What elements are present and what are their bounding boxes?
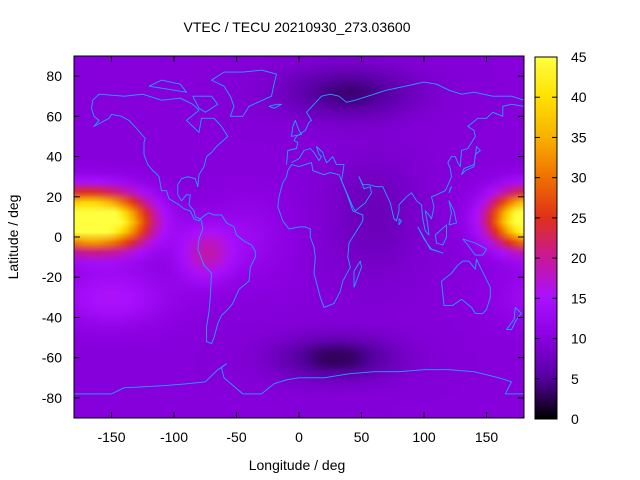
colorbar-tick-label: 40 [571,89,587,105]
coastline-17 [353,260,362,288]
x-axis-label: Longitude / deg [249,457,346,473]
coastline-4 [291,146,345,181]
coastline-19 [448,186,452,193]
y-tick-label: 60 [46,108,62,124]
colorbar-tick-label: 10 [571,331,587,347]
y-axis: -80 -60 -40 -20 0 20 40 60 80 [42,68,524,406]
coastline-0 [91,93,229,222]
coastline-21 [448,200,457,226]
colorbar-gradient [535,57,557,419]
y-tick-label: -40 [42,309,62,325]
x-tick-label: 100 [412,429,436,445]
coastline-12 [461,146,481,176]
coastlines [74,69,525,395]
vtec-heatmap [74,56,524,418]
y-tick-label: 40 [46,149,62,165]
coastline-6 [441,258,491,314]
x-tick-label: -100 [160,429,188,445]
x-tick-label: 50 [354,429,370,445]
colorbar-tick-label: 20 [571,250,587,266]
coastline-10 [148,79,187,93]
coastline-13 [417,226,444,254]
colorbar-tick-label: 5 [571,371,579,387]
colorbar-tick-label: 45 [571,49,587,65]
y-tick-label: -60 [42,350,62,366]
coastline-20 [398,218,402,226]
x-tick-label: 0 [295,429,303,445]
coastline-11 [291,119,302,137]
coastline-1 [197,212,256,345]
coastline-15 [462,238,487,256]
colorbar-tick-label: 35 [571,129,587,145]
coastline-18 [268,103,282,109]
coastline-16 [506,306,522,330]
coastline-5 [341,103,525,236]
y-tick-label: -80 [42,390,62,406]
coastline-3 [286,81,525,165]
y-tick-label: -20 [42,269,62,285]
x-tick-label: -150 [97,429,125,445]
colorbar-frame [534,56,558,420]
colorbar-tick-label: 0 [571,411,579,427]
x-tick-label: -50 [226,429,246,445]
colorbar-tick-label: 30 [571,170,587,186]
coastline-9 [192,95,219,113]
coastline-7 [211,69,277,117]
y-tick-label: 20 [46,189,62,205]
x-axis: -150 -100 -50 0 50 100 150 [97,56,498,445]
y-tick-label: 0 [54,229,62,245]
chart-title: VTEC / TECU 20210930_273.03600 [183,19,410,35]
coastline-8 [74,363,524,395]
colorbar-tick-label: 15 [571,290,587,306]
x-tick-label: 150 [475,429,499,445]
y-axis-label: Latitude / deg [5,195,21,280]
coastline-2 [277,162,364,308]
y-tick-label: 80 [46,68,62,84]
colorbar-tick-label: 25 [571,210,587,226]
coastline-14 [434,224,447,246]
colorbar-axis: 0 5 10 15 20 25 30 35 40 45 [535,49,587,427]
